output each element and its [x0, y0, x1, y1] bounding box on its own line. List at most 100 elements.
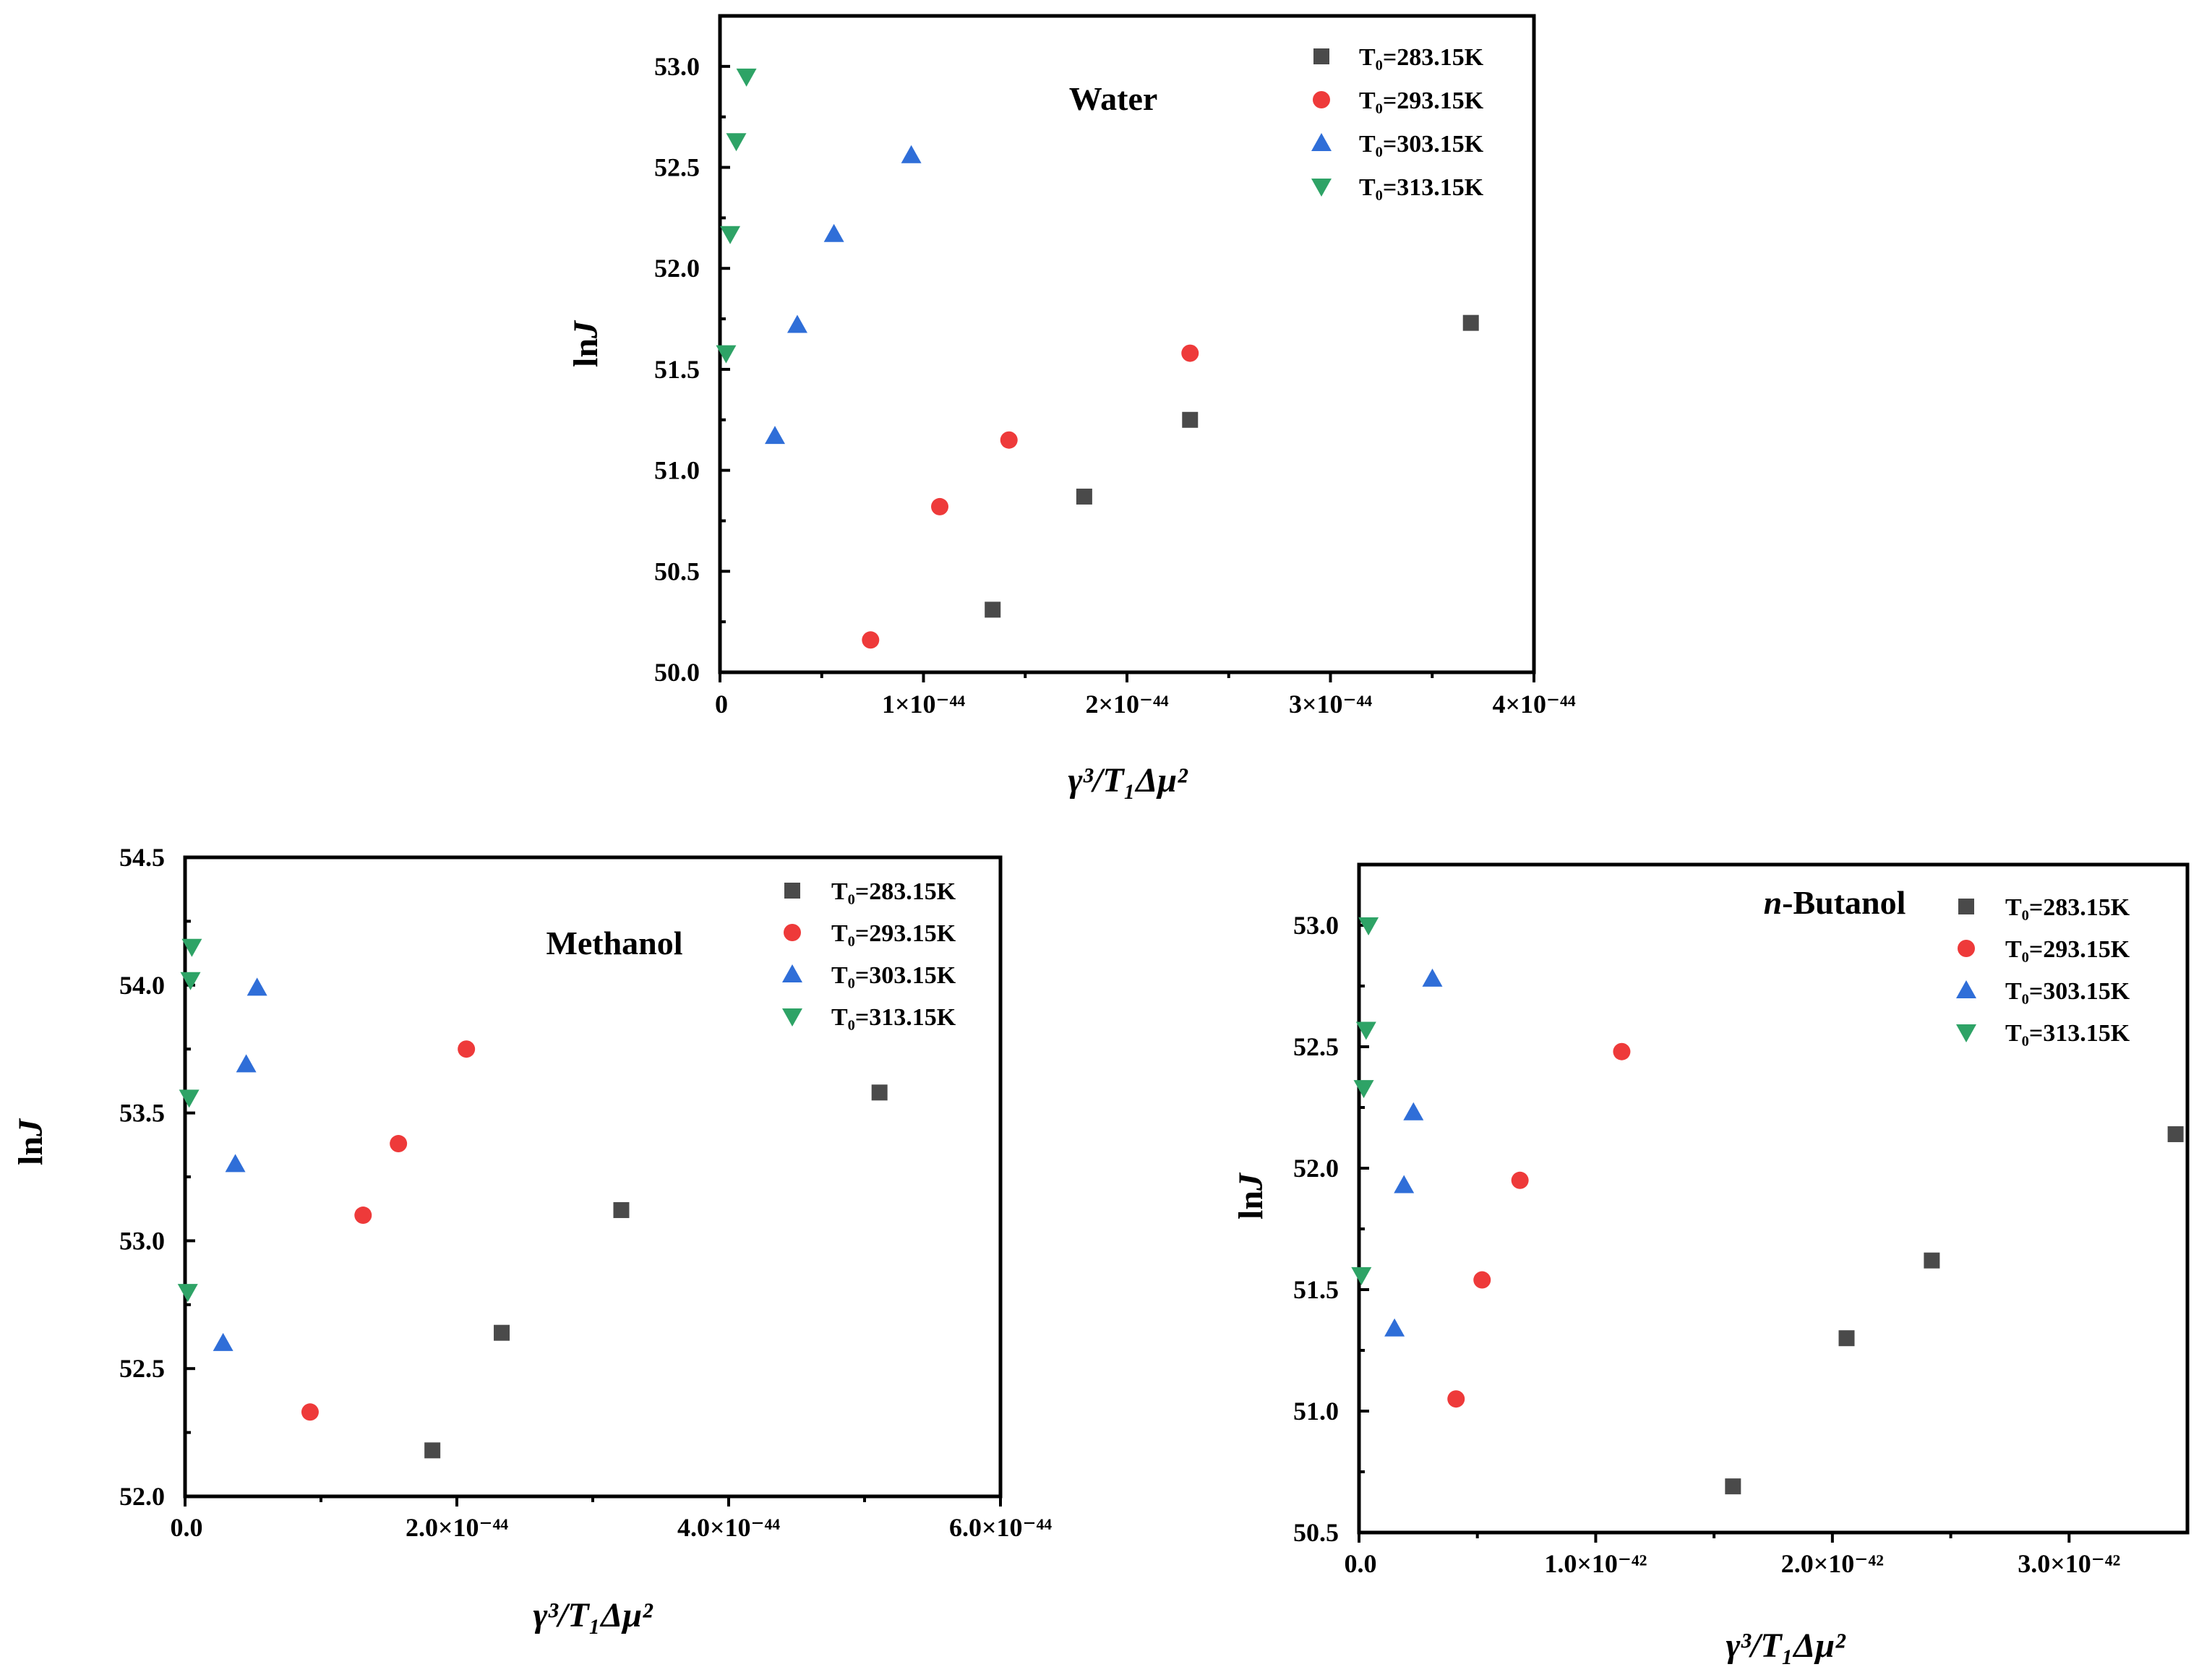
- x-tick-label: 1.0×10⁻⁴²: [1544, 1549, 1647, 1578]
- y-tick-label: 52.5: [1293, 1032, 1339, 1061]
- y-tick-label: 53.0: [654, 52, 700, 81]
- legend-marker: [1313, 91, 1330, 108]
- y-tick-label: 52.5: [119, 1354, 165, 1383]
- data-point: [301, 1403, 319, 1421]
- y-tick-label: 50.0: [654, 658, 700, 687]
- data-point: [901, 145, 922, 163]
- legend-marker: [784, 924, 801, 941]
- data-point: [931, 497, 949, 515]
- data-point: [726, 133, 747, 152]
- data-point: [458, 1040, 476, 1058]
- plot-frame: [1357, 862, 2190, 1535]
- data-point: [823, 223, 844, 242]
- legend-entry: T₀=293.15K: [2005, 936, 2130, 963]
- data-point: [1355, 1021, 1376, 1040]
- data-point: [179, 1089, 200, 1108]
- plot-title: n-Butanol: [1764, 884, 1906, 921]
- data-point: [1000, 431, 1018, 449]
- x-axis-title: γ³/T₁Δμ²: [1726, 1627, 1847, 1665]
- data-point: [1353, 1080, 1374, 1099]
- x-axis-title: γ³/T₁Δμ²: [533, 1596, 654, 1634]
- data-point: [424, 1442, 441, 1459]
- y-tick-label: 51.0: [654, 456, 700, 485]
- y-axis-title: lnJ: [567, 320, 605, 367]
- x-tick-label: 2×10⁻⁴⁴: [1085, 690, 1168, 719]
- legend-entry: T₀=283.15K: [2005, 894, 2130, 921]
- y-tick-label: 53.5: [119, 1099, 165, 1128]
- x-tick-label: 2.0×10⁻⁴²: [1781, 1549, 1884, 1578]
- data-point: [786, 314, 807, 333]
- plot-title: Water: [1069, 80, 1158, 117]
- data-point: [1394, 1175, 1415, 1193]
- y-tick-label: 51.0: [1293, 1397, 1339, 1426]
- data-point: [177, 1284, 198, 1303]
- legend-entry: T₀=283.15K: [831, 878, 956, 905]
- y-tick-label: 54.5: [119, 843, 165, 872]
- legend-entry: T₀=313.15K: [1359, 174, 1484, 201]
- y-tick-label: 51.5: [1293, 1275, 1339, 1304]
- legend-marker: [1956, 1024, 1976, 1042]
- y-tick-label: 53.0: [1293, 911, 1339, 940]
- chart-2: 52.0 52.5 53.0 53.5 54.0 54.5 0.0 2.0×10⁻⁴⁴ 4.0×…: [12, 843, 1052, 1634]
- data-point: [494, 1324, 510, 1341]
- x-tick-label: 4×10⁻⁴⁴: [1492, 690, 1575, 719]
- y-tick-label: 53.0: [119, 1226, 165, 1255]
- x-tick-label: 2.0×10⁻⁴⁴: [406, 1513, 508, 1542]
- data-point: [225, 1154, 246, 1173]
- data-point: [181, 938, 202, 957]
- data-point: [1076, 488, 1092, 505]
- legend-entry: T₀=313.15K: [831, 1004, 956, 1031]
- data-point: [1358, 917, 1379, 935]
- x-axis-title: γ³/T₁Δμ²: [1068, 761, 1189, 800]
- y-axis-title: lnJ: [12, 1118, 50, 1165]
- y-tick-label: 52.0: [119, 1482, 165, 1511]
- data-point: [1422, 968, 1443, 987]
- data-point: [1447, 1390, 1465, 1408]
- x-tick-label: 1×10⁻⁴⁴: [882, 690, 965, 719]
- legend-marker: [1958, 899, 1974, 914]
- data-point: [1181, 344, 1199, 362]
- data-point: [1511, 1171, 1529, 1189]
- data-point: [1384, 1318, 1405, 1337]
- y-tick-label: 52.0: [654, 254, 700, 283]
- data-point: [1838, 1330, 1855, 1347]
- data-point: [736, 68, 757, 87]
- x-tick-label: 3.0×10⁻⁴²: [2018, 1549, 2120, 1578]
- data-point: [180, 972, 201, 990]
- data-point: [862, 631, 880, 649]
- y-tick-label: 52.5: [654, 153, 700, 182]
- data-point: [871, 1084, 888, 1101]
- legend-entry: T₀=303.15K: [1359, 131, 1484, 158]
- x-tick-label: 3×10⁻⁴⁴: [1289, 690, 1372, 719]
- x-tick-label: 0: [715, 690, 728, 719]
- legend-entry: T₀=313.15K: [2005, 1020, 2130, 1047]
- data-point: [985, 601, 1001, 618]
- legend-marker: [1311, 179, 1332, 197]
- legend-entry: T₀=293.15K: [1359, 87, 1484, 114]
- chart-3: 50.5 51.0 51.5 52.0 52.5 53.0 0.0 1.0×10⁻⁴² 2.0×…: [1232, 862, 2190, 1665]
- data-point: [1462, 314, 1479, 331]
- x-tick-label: 0.0: [1345, 1549, 1377, 1578]
- legend-entry: T₀=293.15K: [831, 920, 956, 947]
- x-tick-label: 4.0×10⁻⁴⁴: [677, 1513, 780, 1542]
- legend-entry: T₀=303.15K: [831, 962, 956, 989]
- y-tick-label: 50.5: [654, 557, 700, 586]
- data-point: [1924, 1252, 1940, 1269]
- data-point: [1613, 1042, 1631, 1060]
- chart-1: 50.0 50.5 51.0 51.5 52.0 52.5 53.0 0 1×10⁻⁴⁴ 2×10…: [567, 14, 1576, 800]
- data-point: [1473, 1271, 1491, 1289]
- x-tick-label: 0.0: [171, 1513, 203, 1542]
- data-point: [1403, 1102, 1424, 1120]
- data-point: [716, 345, 737, 364]
- y-tick-label: 50.5: [1293, 1518, 1339, 1547]
- data-point: [1725, 1478, 1741, 1495]
- legend-marker: [1956, 980, 1976, 998]
- data-point: [236, 1054, 257, 1073]
- x-tick-label: 6.0×10⁻⁴⁴: [949, 1513, 1052, 1542]
- legend-marker: [782, 1008, 802, 1027]
- legend-entry: T₀=283.15K: [1359, 44, 1484, 71]
- y-tick-label: 52.0: [1293, 1154, 1339, 1183]
- legend-entry: T₀=303.15K: [2005, 978, 2130, 1005]
- y-tick-label: 51.5: [654, 355, 700, 384]
